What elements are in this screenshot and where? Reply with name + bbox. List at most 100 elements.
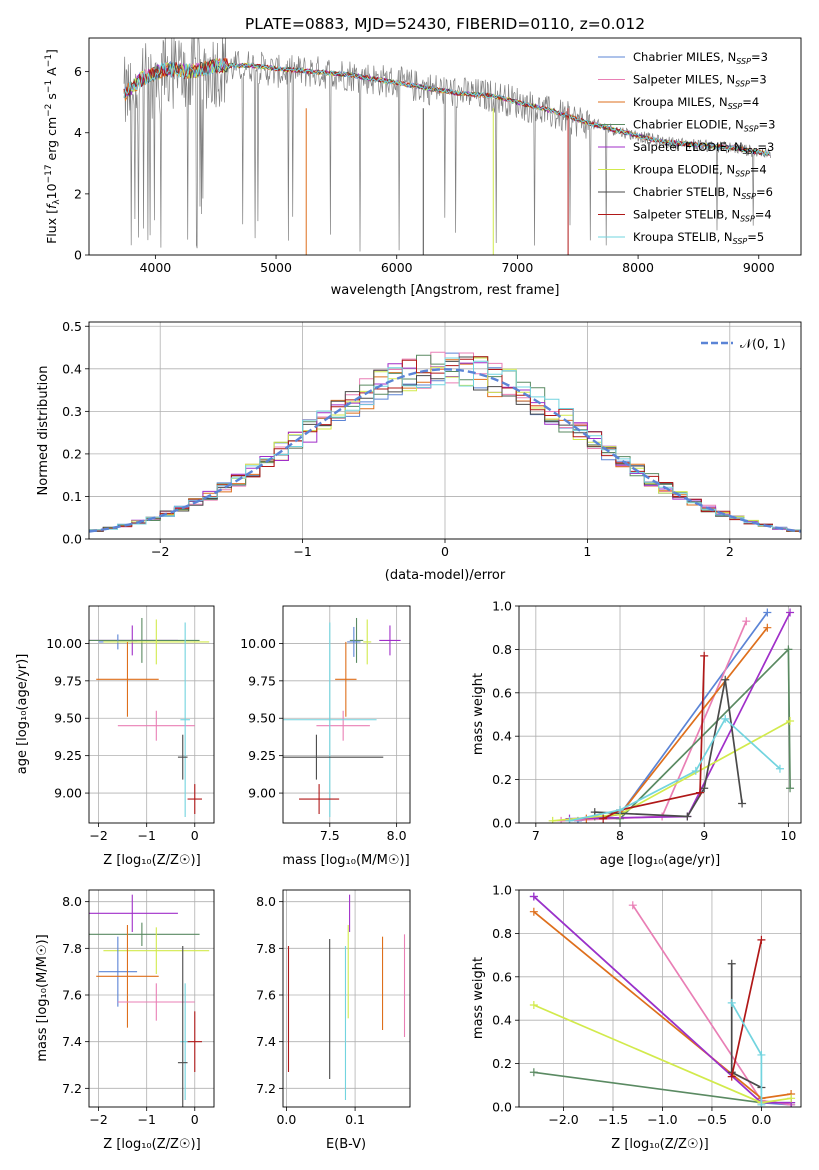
errorbar-point xyxy=(103,927,210,974)
x-tick-label: −0.5 xyxy=(697,1112,727,1127)
weight-line xyxy=(569,612,791,820)
legend-name: Salpeter ELODIE xyxy=(633,140,727,154)
x-tick-label: 0 xyxy=(441,544,449,559)
ylabel-part: Flux [ xyxy=(44,209,59,244)
y-tick-label: 7.6 xyxy=(62,988,82,1003)
errorbar-point xyxy=(177,734,188,780)
weight-line xyxy=(602,655,706,820)
x-tick-label: 0.1 xyxy=(345,1112,365,1127)
weight-series xyxy=(727,998,766,1107)
histogram-step xyxy=(89,357,801,531)
errorbar-point xyxy=(98,936,138,1007)
errorbar-point xyxy=(89,617,200,663)
y-tick-label: 7.6 xyxy=(256,988,276,1003)
x-tick-label: −2 xyxy=(89,828,107,843)
marker xyxy=(742,617,751,626)
legend-nssp: =3 xyxy=(750,73,767,87)
axes-frame xyxy=(518,889,802,1108)
y-tick-label: 0 xyxy=(74,248,82,263)
legend-label: Chabrier MILES, NSSP=3 xyxy=(633,50,768,66)
y-tick-label: 0.3 xyxy=(62,404,82,419)
ylabel-part: erg cm xyxy=(44,117,59,165)
marker xyxy=(529,892,538,901)
marker xyxy=(757,935,766,944)
plot-area xyxy=(287,894,406,1100)
legend-label: Salpeter STELIB, NSSP=4 xyxy=(633,208,772,224)
marker xyxy=(548,816,557,823)
legend-nssp: =4 xyxy=(750,163,767,177)
weight-vs-Z-xlabel: Z [log₁₀(Z/Z☉)] xyxy=(611,1137,708,1152)
marker xyxy=(786,784,795,793)
legend-nssp-prefix: , N xyxy=(728,118,744,132)
errorbar-point xyxy=(89,894,178,932)
y-tick-label: 4 xyxy=(74,125,82,140)
legend-nssp-prefix: , N xyxy=(719,163,735,177)
x-tick-label: 8.0 xyxy=(387,828,407,843)
x-tick-label: −1.0 xyxy=(647,1112,677,1127)
legend-name: Chabrier MILES xyxy=(633,50,720,64)
y-tick-label: 0.2 xyxy=(62,446,82,461)
y-tick-label: 7.4 xyxy=(256,1034,276,1049)
legend-label: Kroupa MILES, NSSP=4 xyxy=(633,95,759,111)
legend-nssp-sub: SSP xyxy=(744,125,759,134)
spectrum-xlabel: wavelength [Angstrom, rest frame] xyxy=(331,283,560,298)
marker xyxy=(700,784,709,793)
legend-name: Salpeter STELIB xyxy=(633,208,724,222)
ylabel-part: ] xyxy=(44,49,59,54)
plot-area xyxy=(89,617,210,818)
marker xyxy=(565,816,574,823)
errorbar-point xyxy=(180,622,190,818)
y-tick-label: 0.1 xyxy=(62,489,82,504)
age-vs-Z-ylabel: age [log₁₀(age/yr)] xyxy=(15,654,30,775)
legend-label: 𝒩(0, 1) xyxy=(740,336,786,351)
marker xyxy=(529,1068,538,1077)
marker xyxy=(599,814,608,823)
spectrum-data-line xyxy=(123,38,771,252)
spectrum-ylabel: Flux [fλ10−17 erg cm−2 s−1 A−1] xyxy=(44,49,62,244)
ylabel-part: −1 xyxy=(44,80,54,93)
legend-nssp: =3 xyxy=(751,50,768,64)
marker xyxy=(787,1094,796,1103)
y-tick-label: 7.8 xyxy=(256,941,276,956)
marker xyxy=(757,1050,766,1059)
x-tick-label: 2 xyxy=(726,544,734,559)
weight-line xyxy=(561,620,748,822)
y-tick-label: 1.0 xyxy=(492,599,512,614)
x-tick-label: 4000 xyxy=(139,260,171,275)
errorbar-point xyxy=(283,622,377,818)
ylabel-part: s xyxy=(44,93,59,104)
legend-nssp: =4 xyxy=(755,208,772,222)
legend-name: Chabrier ELODIE xyxy=(633,118,728,132)
y-tick-label: 9.00 xyxy=(248,786,276,801)
age-vs-mass-axes: 7.5 8.0 9.00 9.25 9.50 9.75 10.00 xyxy=(240,605,411,843)
marker xyxy=(775,764,784,773)
mass-vs-Z-ylabel: mass [log₁₀(M/M☉)] xyxy=(35,934,50,1061)
y-tick-label: 9.25 xyxy=(54,748,82,763)
axes-frame xyxy=(282,605,411,824)
plot-area xyxy=(548,608,795,823)
legend-label: Kroupa ELODIE, NSSP=4 xyxy=(633,163,767,179)
x-tick-label: 5000 xyxy=(260,260,292,275)
y-tick-label: 2 xyxy=(74,186,82,201)
marker xyxy=(757,1100,766,1107)
y-tick-label: 9.50 xyxy=(248,711,276,726)
ylabel-part: λ xyxy=(52,199,62,205)
y-tick-label: 9.75 xyxy=(54,673,82,688)
marker xyxy=(700,651,709,660)
legend-nssp-prefix: , N xyxy=(724,208,740,222)
axes-frame xyxy=(88,605,215,824)
y-tick-label: 6 xyxy=(74,64,82,79)
y-tick-label: 9.25 xyxy=(248,748,276,763)
residual-legend: 𝒩(0, 1) xyxy=(701,336,786,351)
residual-axes: −2 −1 0 1 2 0.0 0.1 0.2 0.3 0.4 0.5 xyxy=(62,319,802,559)
marker xyxy=(727,998,736,1007)
legend-name: Chabrier STELIB xyxy=(633,185,725,199)
marker xyxy=(628,901,637,910)
legend-nssp-sub: SSP xyxy=(735,80,750,89)
residual-ylabel: Normed distribution xyxy=(36,366,51,496)
y-tick-label: 0.0 xyxy=(492,816,512,831)
y-tick-label: 7.2 xyxy=(256,1081,276,1096)
x-tick-label: −1 xyxy=(137,828,155,843)
plot-area xyxy=(89,894,210,1107)
